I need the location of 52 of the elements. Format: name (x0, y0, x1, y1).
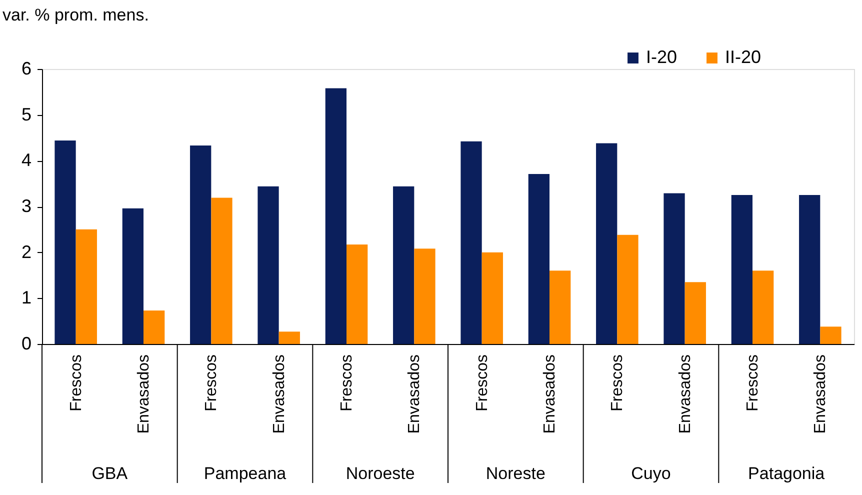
bar (528, 174, 550, 344)
x-tick-label: Frescos (68, 354, 85, 412)
text: Patagonia (748, 464, 826, 483)
bar (190, 146, 212, 344)
text: Cuyo (631, 464, 671, 483)
bar (325, 88, 346, 344)
bar (76, 229, 97, 344)
x-tick-label: Envasados (812, 354, 830, 434)
x-tick-label: Envasados (406, 354, 424, 434)
bar (752, 270, 774, 344)
x-tick-label: Frescos (203, 354, 220, 412)
bar (799, 195, 820, 344)
y-tick-label: 4 (21, 150, 32, 170)
bar (122, 208, 144, 344)
y-tick-label: 0 (21, 334, 32, 354)
bar (731, 195, 752, 344)
bar (617, 234, 638, 344)
bar (278, 332, 300, 344)
bar (211, 198, 232, 344)
bar (664, 193, 685, 344)
y-tick-label: 5 (21, 104, 32, 124)
x-tick-label: Frescos (338, 354, 356, 412)
x-tick-label: Envasados (136, 354, 152, 434)
bar (54, 140, 76, 344)
x-tick-label: Envasados (542, 354, 558, 434)
bar (258, 186, 279, 344)
x-tick-label: Envasados (676, 354, 694, 434)
text: Pampeana (204, 464, 287, 483)
y-tick-label: 1 (21, 288, 32, 308)
y-axis-title: var. % prom. mens. (2, 6, 149, 24)
text: Noroeste (346, 464, 415, 483)
bar (596, 143, 618, 344)
bar (482, 252, 503, 344)
x-tick-label: Envasados (270, 354, 288, 434)
bar (684, 282, 706, 344)
y-tick-label: 6 (21, 58, 32, 78)
text: GBA (92, 464, 128, 483)
bar (820, 326, 842, 344)
bar (550, 270, 571, 344)
bar (414, 248, 436, 344)
legend-label: I-20 (646, 47, 678, 67)
bar (346, 244, 368, 344)
x-tick-label: Frescos (744, 354, 762, 412)
x-tick-label: Frescos (609, 354, 626, 412)
legend-label: II-20 (725, 47, 762, 67)
bar (460, 141, 482, 344)
bar (144, 310, 165, 344)
y-tick-label: 2 (21, 242, 32, 262)
text: Noreste (486, 464, 546, 483)
bar (393, 186, 414, 344)
x-tick-label: Frescos (474, 354, 491, 412)
y-tick-label: 3 (21, 196, 32, 216)
